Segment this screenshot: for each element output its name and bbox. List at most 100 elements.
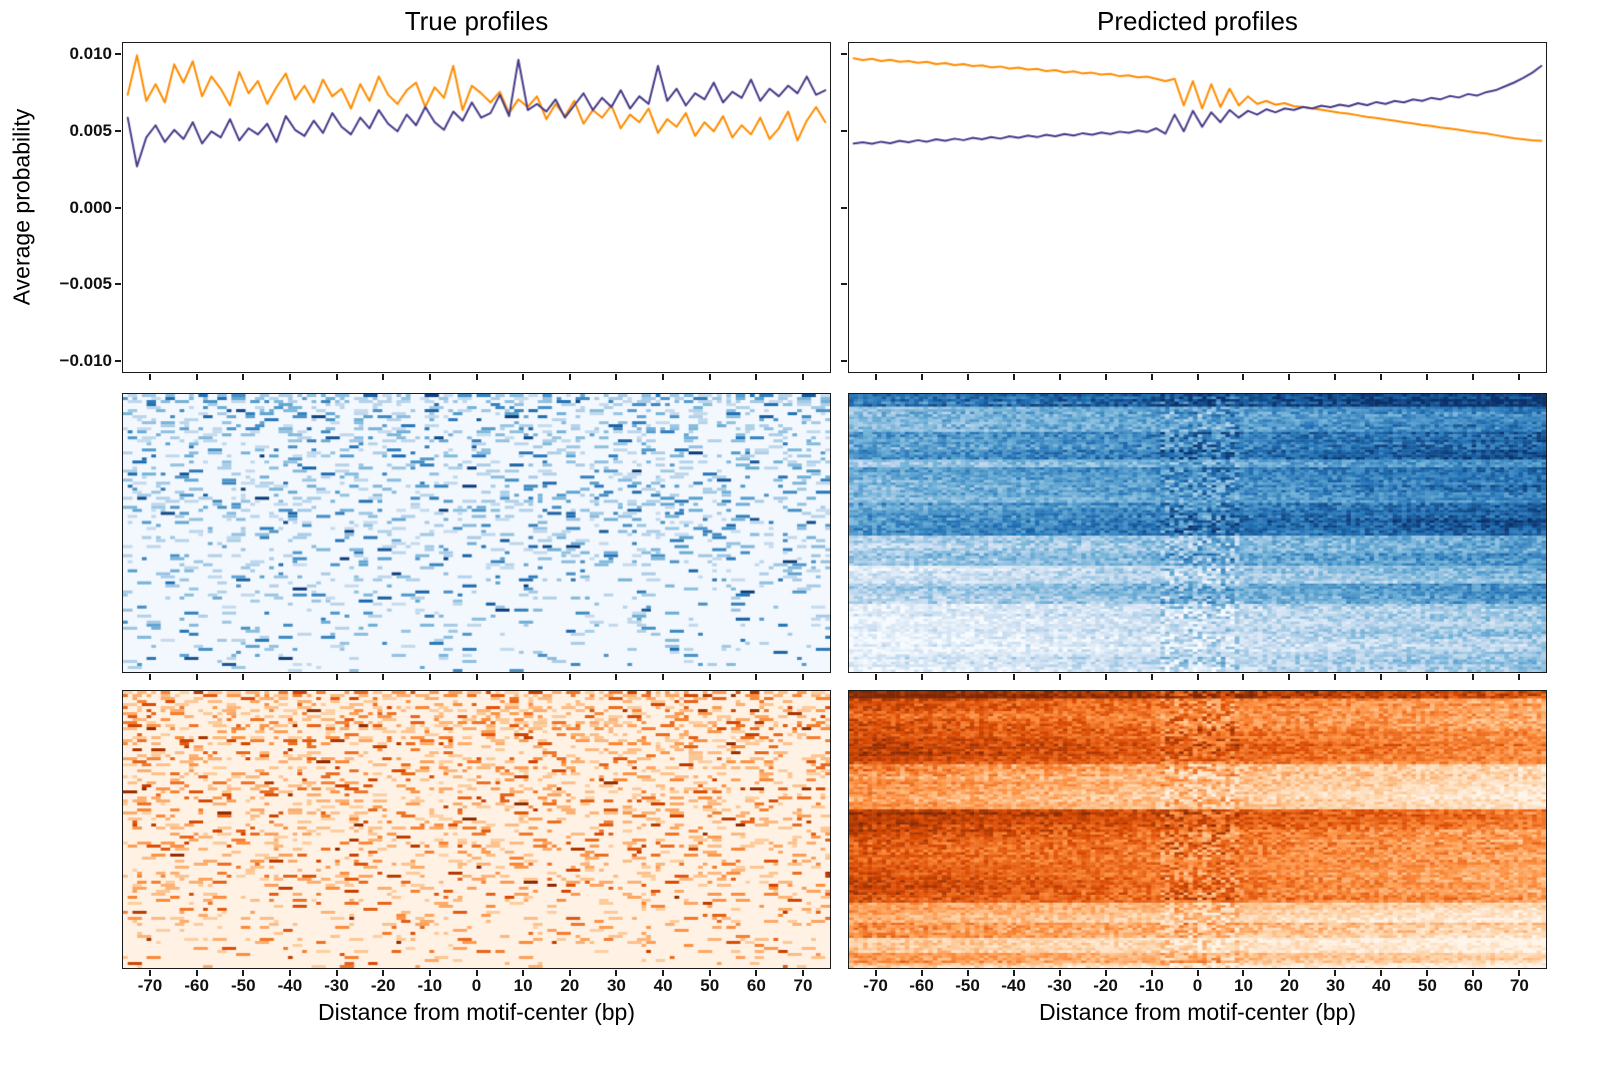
x-tick-label: -30 [1047,976,1072,995]
x-tick-mark [195,970,198,976]
x-tick-label: 50 [1417,976,1437,995]
x-tick-mark [1196,374,1199,380]
panel-pred-heatmap-blue [848,393,1547,673]
x-tick-mark [1426,674,1429,680]
x-tick-mark [335,374,338,380]
x-tick-mark [1380,970,1383,976]
x-tick-label: -10 [417,976,443,995]
x-tick-mark [568,674,571,680]
x-tick-mark [195,374,198,380]
x-tick-mark [1426,970,1429,976]
x-tick-mark [1196,970,1199,976]
x-tick-label: 60 [746,976,766,995]
x-tick-mark [920,674,923,680]
x-tick-mark [615,374,618,380]
x-tick-mark [1426,374,1429,380]
predicted-heatmap-blue [849,394,1546,672]
y-tick-mark [115,53,121,56]
x-tick-label: -70 [863,976,888,995]
y-tick-label: −0.010 [59,350,112,370]
x-tick-label: 70 [1509,976,1529,995]
panel-predicted-profiles [848,42,1547,373]
x-tick-label: -10 [1139,976,1164,995]
x-tick-label: -30 [324,976,349,995]
y-tick-mark [841,359,847,362]
x-tick-label: -20 [1093,976,1118,995]
x-tick-mark [615,970,618,976]
x-tick-mark [1242,970,1245,976]
x-tick-mark [428,970,431,976]
x-tick-mark [288,674,291,680]
y-tick-label: 0.005 [69,120,112,140]
x-tick-mark [1518,970,1521,976]
x-tick-mark [1012,970,1015,976]
x-tick-label: 60 [1463,976,1483,995]
x-tick-mark [662,674,665,680]
x-tick-mark [148,674,151,680]
x-tick-mark [1242,374,1245,380]
x-tick-mark [522,374,525,380]
x-tick-mark [382,970,385,976]
x-tick-mark [662,970,665,976]
y-tick-mark [841,129,847,132]
x-tick-mark [1334,970,1337,976]
x-tick-mark [195,674,198,680]
panel-true-heatmap-orange [122,690,831,969]
x-tick-mark [1104,374,1107,380]
x-tick-mark [920,970,923,976]
panel-pred-heatmap-orange [848,690,1547,969]
true-profiles-line-chart [123,43,830,372]
x-tick-mark [1104,970,1107,976]
y-axis-label: Average probability [8,108,35,306]
x-tick-mark [1472,674,1475,680]
x-tick-label: -20 [370,976,396,995]
x-tick-mark [966,374,969,380]
x-tick-mark [802,374,804,380]
x-tick-label: 30 [606,976,626,995]
x-tick-mark [148,374,151,380]
x-tick-mark [802,970,804,976]
x-tick-label: 20 [1280,976,1299,995]
x-tick-mark [755,674,758,680]
x-tick-mark [1334,674,1337,680]
x-tick-mark [708,374,711,380]
x-tick-label: 10 [1234,976,1253,995]
x-tick-mark [802,674,804,680]
panel-true-heatmap-blue [122,393,831,673]
x-tick-mark [1104,674,1107,680]
x-tick-mark [382,674,385,680]
x-tick-label: 10 [513,976,533,995]
y-tick-mark [115,129,121,132]
x-tick-mark [242,970,245,976]
x-tick-mark [1058,970,1061,976]
x-tick-mark [1150,374,1153,380]
x-tick-label: 0 [1192,976,1203,995]
x-tick-mark [1012,674,1015,680]
x-tick-mark [1150,970,1153,976]
x-tick-label: 40 [653,976,673,995]
predicted-heatmap-orange [849,691,1546,968]
x-tick-mark [1012,374,1015,380]
y-tick-label: 0.000 [69,197,112,217]
x-tick-label: 70 [793,976,813,995]
x-tick-mark [288,374,291,380]
x-tick-mark [755,970,758,976]
x-tick-mark [335,970,338,976]
x-tick-mark [568,970,571,976]
y-tick-label: 0.010 [69,44,112,64]
x-tick-label: -40 [277,976,303,995]
x-tick-mark [708,674,711,680]
true-heatmap-orange [123,691,830,968]
y-tick-mark [841,283,847,286]
x-tick-mark [920,374,923,380]
x-tick-mark [1196,674,1199,680]
x-tick-mark [1288,970,1291,976]
x-tick-mark [148,970,151,976]
x-tick-mark [382,374,385,380]
x-tick-mark [1380,674,1383,680]
x-tick-label: -70 [137,976,163,995]
x-tick-mark [335,674,338,680]
x-tick-mark [1518,674,1521,680]
x-tick-mark [874,970,877,976]
x-tick-mark [1058,374,1061,380]
